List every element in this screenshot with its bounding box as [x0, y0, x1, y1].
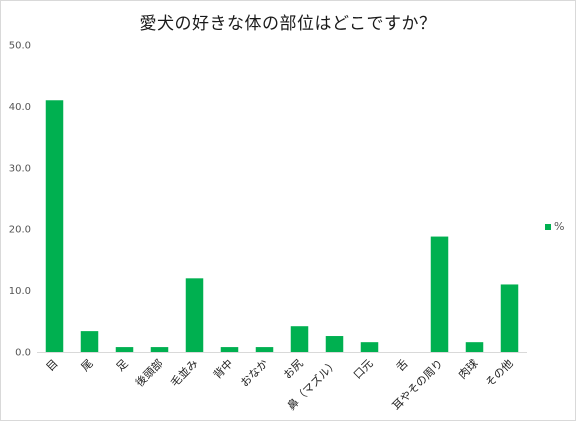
- x-tick-label: 毛並み: [167, 356, 200, 389]
- legend: %: [545, 220, 564, 233]
- x-tick-label: お尻: [281, 357, 306, 382]
- chart-title: 愛犬の好きな体の部位はどこですか？: [139, 14, 437, 34]
- x-tick-label: 背中: [210, 356, 235, 381]
- bar: [325, 336, 344, 352]
- x-tick-label: 尾: [79, 357, 96, 374]
- x-tick-label: 目: [44, 357, 61, 374]
- bar: [80, 331, 99, 352]
- x-tick-label: 肉球: [455, 356, 480, 381]
- x-tick-label: その他: [483, 357, 516, 390]
- y-tick-label: 0.0: [15, 348, 31, 359]
- y-tick-label: 10.0: [9, 286, 31, 297]
- x-tick-label: 足: [114, 357, 131, 374]
- y-tick-label: 50.0: [9, 41, 31, 52]
- x-tick-label: 舌: [394, 357, 411, 374]
- x-tick-label: おなか: [238, 357, 271, 390]
- bar: [150, 347, 169, 352]
- bar: [500, 284, 519, 352]
- y-tick-label: 20.0: [9, 225, 31, 236]
- bar: [115, 347, 134, 352]
- x-tick-label: 口元: [351, 357, 376, 382]
- legend-label: %: [554, 220, 565, 233]
- bar: [465, 342, 484, 352]
- legend-swatch: [545, 223, 551, 230]
- bar: [255, 347, 274, 352]
- y-tick-label: 30.0: [9, 163, 31, 174]
- y-tick-label: 40.0: [9, 102, 31, 113]
- bar: [185, 278, 204, 352]
- x-tick-label: 後頭部: [132, 356, 165, 389]
- bar: [430, 236, 449, 352]
- bar: [360, 342, 379, 352]
- bar: [45, 100, 64, 352]
- bar: [220, 347, 239, 352]
- bar: [290, 326, 309, 352]
